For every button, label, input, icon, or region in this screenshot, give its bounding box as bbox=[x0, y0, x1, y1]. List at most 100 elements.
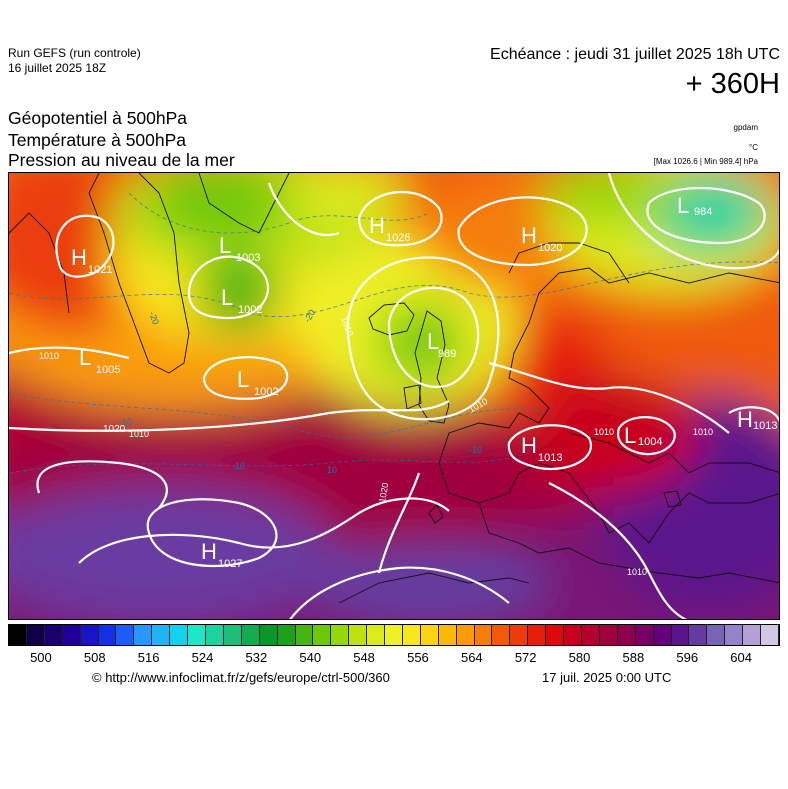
color-scale-swatch bbox=[743, 625, 762, 645]
color-scale-swatch bbox=[223, 625, 242, 645]
color-scale-swatch bbox=[689, 625, 708, 645]
color-scale-swatch bbox=[438, 625, 457, 645]
color-scale-tick-label: 596 bbox=[676, 650, 699, 665]
pressure-center: L 984 bbox=[677, 193, 712, 218]
pressure-center: H 1020 bbox=[521, 223, 562, 254]
color-scale-swatch bbox=[671, 625, 690, 645]
center-value: 1003 bbox=[236, 252, 260, 264]
color-scale-tick-label: 588 bbox=[622, 650, 645, 665]
unit-geopotential: gpdam bbox=[733, 123, 758, 132]
color-scale-tick-label: 572 bbox=[514, 650, 537, 665]
color-scale-swatch bbox=[277, 625, 296, 645]
coastlines bbox=[9, 173, 779, 604]
weather-map: H 1021 L 1003 L 1002 L 1002 L 1005 H 1026 H 102… bbox=[8, 172, 780, 620]
color-scale-swatch bbox=[349, 625, 368, 645]
color-scale-swatch bbox=[492, 625, 511, 645]
color-scale-swatch bbox=[134, 625, 153, 645]
run-date: 16 juillet 2025 18Z bbox=[8, 61, 107, 75]
center-value: 1004 bbox=[638, 436, 662, 448]
forecast-valid-time: Echéance : jeudi 31 juillet 2025 18h UTC bbox=[490, 46, 780, 63]
color-scale-tick-label: 524 bbox=[191, 650, 214, 665]
isotherm-label: -10 bbox=[119, 417, 132, 427]
center-value: 1002 bbox=[238, 304, 262, 316]
color-scale-swatch bbox=[420, 625, 439, 645]
color-scale-swatch bbox=[761, 625, 779, 645]
isobar-label: 1020 bbox=[103, 424, 126, 435]
color-scale-tick-label: 556 bbox=[407, 650, 429, 665]
color-scale-tick-label: 500 bbox=[30, 650, 52, 665]
color-scale-swatch bbox=[331, 625, 350, 645]
center-value: 1026 bbox=[386, 232, 410, 244]
center-value: 1021 bbox=[88, 264, 112, 276]
color-scale-tick-label: 564 bbox=[460, 650, 483, 665]
isobar-label: 1010 bbox=[39, 351, 59, 361]
pressure-center: H 1027 bbox=[201, 539, 242, 570]
color-scale-swatch bbox=[385, 625, 403, 645]
center-letter: H bbox=[737, 407, 753, 432]
color-scale-tick-label: 540 bbox=[299, 650, 322, 665]
pressure-center: H 1026 bbox=[369, 213, 410, 244]
center-value: 1002 bbox=[254, 386, 278, 398]
color-scale-swatch bbox=[456, 625, 475, 645]
center-letter: H bbox=[71, 245, 87, 270]
color-scale-ticks: 500 508 516 524 532 540 548 556 564 572 580 588 596 6… bbox=[8, 650, 780, 666]
pressure-range: [Max 1026.6 | Min 989.4] hPa bbox=[653, 157, 758, 166]
color-scale-swatch bbox=[152, 625, 171, 645]
color-scale-tick-label: 516 bbox=[137, 650, 160, 665]
isotherm-label: -10 bbox=[469, 445, 482, 455]
color-scale-swatch bbox=[259, 625, 278, 645]
center-value: 1013 bbox=[753, 420, 777, 432]
forecast-horizon: + 360H bbox=[685, 68, 780, 100]
color-scale-swatch bbox=[367, 625, 386, 645]
run-valid-time: 17 juil. 2025 0:00 UTC bbox=[542, 670, 672, 685]
color-scale-swatch bbox=[170, 625, 189, 645]
param-geopotential: Géopotentiel à 500hPa bbox=[8, 108, 188, 128]
source-credit: © http://www.infoclimat.fr/z/gefs/europe… bbox=[92, 670, 390, 685]
center-value: 1027 bbox=[218, 558, 242, 570]
run-title: Run GEFS (run controle) bbox=[8, 46, 141, 60]
center-value: 984 bbox=[694, 206, 712, 218]
pressure-center: H 1013 bbox=[737, 407, 777, 432]
center-letter: H bbox=[521, 223, 537, 248]
pressure-center: L 1004 bbox=[624, 423, 662, 448]
pressure-center: L 1005 bbox=[79, 345, 120, 376]
center-value: 1013 bbox=[538, 452, 562, 464]
param-temperature: Température à 500hPa bbox=[8, 130, 187, 150]
center-letter: L bbox=[79, 345, 91, 370]
color-scale-swatch bbox=[707, 625, 726, 645]
pressure-center: H 1013 bbox=[521, 433, 562, 464]
color-scale-swatch bbox=[80, 625, 99, 645]
isobar-label: 1010 bbox=[627, 567, 647, 577]
color-scale-swatch bbox=[205, 625, 224, 645]
isobar-label: 1020 bbox=[377, 482, 390, 503]
color-scale-swatch bbox=[313, 625, 332, 645]
color-scale-swatch bbox=[188, 625, 206, 645]
color-scale-swatch bbox=[617, 625, 636, 645]
geopotential-field bbox=[9, 173, 779, 619]
color-scale-swatch bbox=[98, 625, 117, 645]
color-scale-swatch bbox=[295, 625, 314, 645]
color-scale-tick-label: 548 bbox=[353, 650, 375, 665]
pressure-center: L 1002 bbox=[237, 367, 278, 398]
color-scale-swatch bbox=[635, 625, 654, 645]
isotherm-label: 10 bbox=[235, 461, 245, 471]
center-letter: L bbox=[219, 233, 231, 258]
pressure-center: H 1021 bbox=[71, 245, 112, 276]
color-scale-tick-label: 580 bbox=[568, 650, 591, 665]
color-scale-tick-label: 532 bbox=[245, 650, 268, 665]
isobar-label: 1010 bbox=[129, 429, 149, 439]
center-letter: L bbox=[237, 367, 249, 392]
color-scale-swatch bbox=[599, 625, 618, 645]
pressure-center: L 1002 bbox=[221, 285, 262, 316]
center-letter: L bbox=[221, 285, 233, 310]
color-scale-swatch bbox=[44, 625, 63, 645]
color-scale-swatch bbox=[725, 625, 744, 645]
weather-map-svg: H 1021 L 1003 L 1002 L 1002 L 1005 H 1026 H 102… bbox=[9, 173, 779, 619]
center-value: 989 bbox=[438, 348, 456, 360]
center-letter: L bbox=[624, 423, 636, 448]
color-scale-swatch bbox=[9, 625, 27, 645]
isotherm-label: -20 bbox=[147, 310, 161, 326]
temperature-isotherms bbox=[9, 192, 779, 474]
center-letter: L bbox=[427, 329, 439, 354]
color-scale-swatch bbox=[26, 625, 45, 645]
